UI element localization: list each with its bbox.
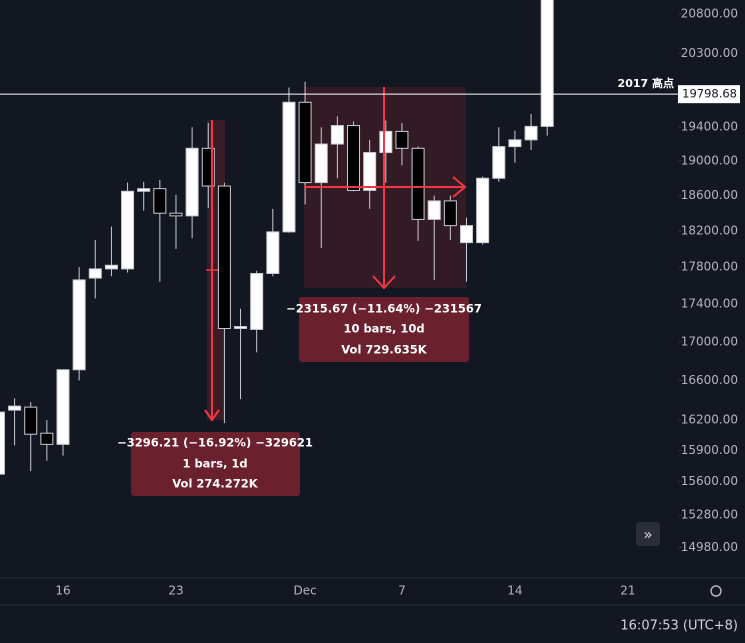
candle-body [427,200,441,220]
candle-body [137,188,151,192]
y-tick-label: 20300.00 [681,46,738,60]
candle-body [40,432,54,445]
candle-body [524,125,538,141]
y-tick-label: 15600.00 [681,474,738,488]
measure-text: 10 bars, 10d [343,322,424,336]
y-tick-label: 15280.00 [681,508,738,522]
arrow-head [372,275,396,290]
candle-body [8,405,22,411]
x-tick-label: 7 [398,584,406,598]
candle-body [104,264,118,270]
candle-body [492,146,506,179]
measure-text: −3296.21 (−16.92%) −329621 [117,436,313,450]
candle-body [121,190,135,270]
candle-body [266,231,280,274]
price-tag [678,85,740,104]
candle-body [217,185,231,329]
y-tick-label: 16200.00 [681,413,738,427]
candle-body [395,130,409,149]
y-tick-label: 16600.00 [681,373,738,387]
candle-body [0,411,5,475]
candle-body [347,125,361,191]
scroll-icon[interactable]: » [643,526,652,544]
x-tick-label: Dec [293,584,316,598]
candle-body [298,101,312,184]
candle-body [185,147,199,217]
arrow-head [204,409,220,422]
candle-body [56,369,70,445]
y-tick-label: 17000.00 [681,334,738,348]
candle-body [363,152,377,191]
candle-body [379,130,393,154]
settings-icon[interactable] [710,585,722,597]
measure-box [299,297,469,362]
measure-text: Vol 729.635K [341,343,427,357]
y-tick-label: 19000.00 [681,154,738,168]
candle-body [234,326,248,329]
candle-body [169,212,183,217]
measure-text: 1 bars, 1d [182,457,247,471]
measure-text: −2315.67 (−11.64%) −231567 [286,302,482,316]
y-tick-label: 18600.00 [681,188,738,202]
price-tag-label: 19798.68 [682,87,737,101]
candle-body [508,139,522,148]
y-tick-label: 20800.00 [681,7,738,21]
candle-body [460,225,473,244]
arrow-head [452,176,467,198]
y-tick-label: 15900.00 [681,443,738,457]
measure-box [131,432,300,496]
candle-body [24,406,38,435]
candle-body [250,272,264,330]
x-tick-label: 14 [507,584,522,598]
y-tick-label: 14980.00 [681,540,738,554]
candle-body [540,0,554,127]
clock: 16:07:53 (UTC+8) [620,619,738,634]
candle-body [411,147,425,220]
price-line-label: 2017 高点 [618,76,674,90]
candle-body [314,143,328,184]
scroll-button[interactable] [636,522,660,546]
measure-text: Vol 274.272K [172,477,258,491]
candle-body [443,200,457,227]
x-tick-label: 16 [55,584,70,598]
x-tick-label: 21 [620,584,635,598]
candle-body [282,101,296,233]
annotations: −3296.21 (−16.92%) −329621 1 bars, 1d Vo… [0,7,745,634]
candle-body [330,125,344,145]
y-tick-label: 19400.00 [681,120,738,134]
y-tick-label: 17800.00 [681,260,738,274]
candle-body [72,279,86,371]
y-tick-label: 18200.00 [681,223,738,237]
candle-body [88,268,102,279]
candle-body [153,188,167,214]
candle-body [476,177,490,244]
x-tick-label: 23 [168,584,183,598]
y-tick-label: 17400.00 [681,297,738,311]
